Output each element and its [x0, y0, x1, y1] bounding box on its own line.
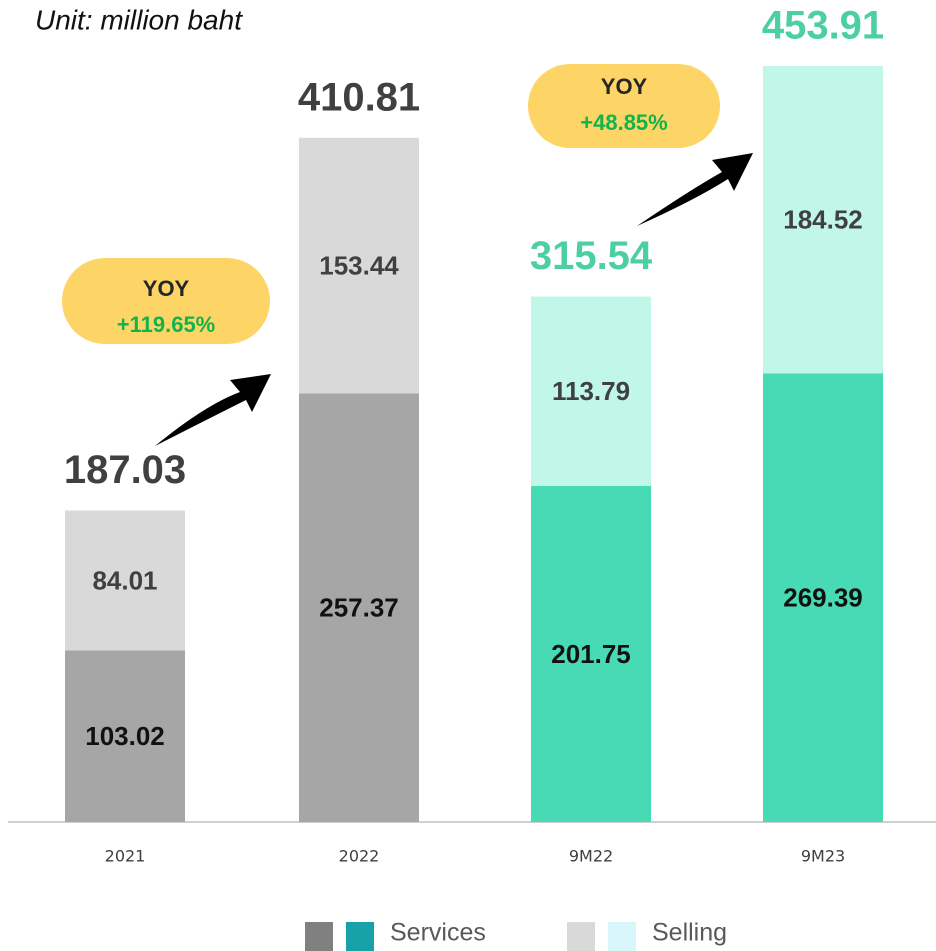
legend-swatch — [346, 922, 374, 951]
bar-segment — [299, 137, 419, 394]
arrow — [637, 153, 753, 226]
badge-label: YOY — [601, 74, 648, 99]
bar-label: 103.02 — [85, 721, 165, 751]
legend-swatch — [305, 922, 333, 951]
legend-swatch — [567, 922, 595, 951]
bar-segment — [65, 510, 185, 651]
yoy-badge: YOY +48.85% — [528, 64, 753, 226]
bar-segment — [763, 373, 883, 822]
legend-swatch — [608, 922, 636, 951]
legend: Services Selling — [305, 919, 727, 951]
total-label: 410.81 — [298, 75, 420, 119]
badge-bg — [62, 258, 270, 344]
x-tick-label: 9M22 — [569, 847, 613, 866]
legend-label: Services — [390, 919, 486, 947]
total-label: 315.54 — [530, 234, 653, 278]
unit-label: Unit: million baht — [35, 4, 243, 35]
x-tick-label: 2021 — [105, 847, 146, 866]
badge-label: YOY — [143, 276, 190, 301]
total-label: 187.03 — [64, 448, 186, 492]
bars: 103.02 84.01 187.03 2021 257.37 153.44 410.81 2… — [64, 4, 884, 866]
bar-label: 269.39 — [783, 583, 863, 613]
bar-segment — [531, 296, 651, 486]
x-tick-label: 9M23 — [801, 847, 845, 866]
yoy-badge: YOY +119.65% — [62, 258, 271, 446]
bar-segment — [299, 393, 419, 822]
bar-label: 257.37 — [319, 593, 399, 623]
badge-text: +119.65% — [117, 312, 215, 337]
bar-segment — [763, 66, 883, 374]
bar-label: 201.75 — [551, 639, 631, 669]
badge-bg — [528, 64, 720, 148]
badge-text: +48.85% — [580, 110, 667, 135]
bar-segment — [65, 650, 185, 822]
bar-label: 153.44 — [319, 250, 399, 280]
bar-segment — [531, 485, 651, 822]
total-label: 453.91 — [762, 4, 884, 48]
bar-label: 184.52 — [783, 205, 863, 235]
legend-label: Selling — [652, 919, 727, 947]
bar-label: 84.01 — [92, 565, 157, 595]
bar-label: 113.79 — [552, 376, 630, 406]
x-tick-label: 2022 — [339, 847, 380, 866]
arrow — [155, 374, 271, 446]
